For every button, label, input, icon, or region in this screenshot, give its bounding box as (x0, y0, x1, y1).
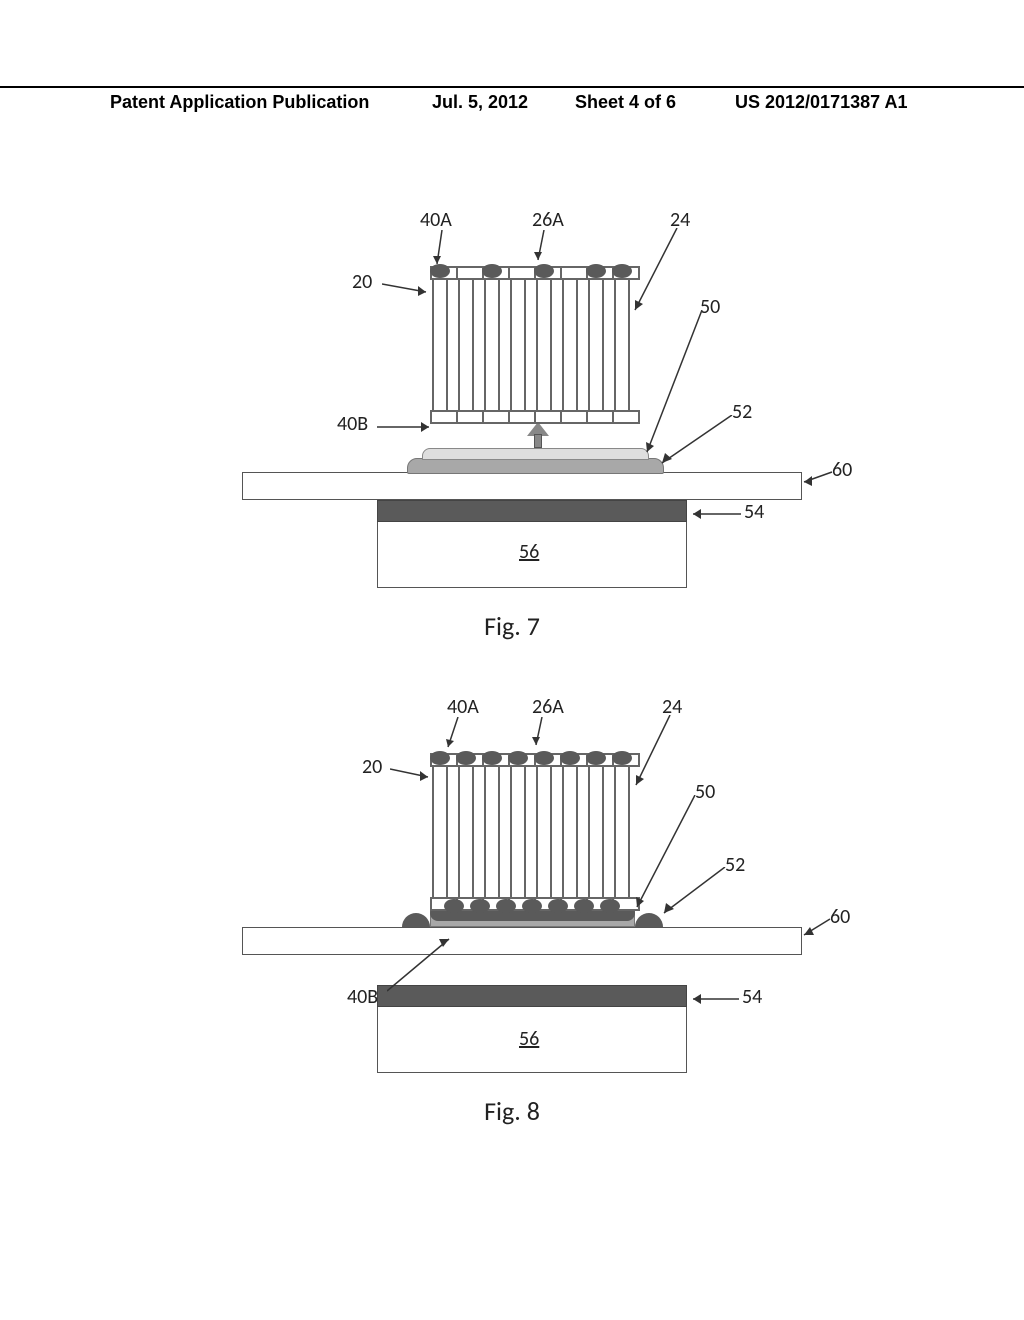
label-26a: 26A (532, 208, 564, 232)
leader-52 (660, 867, 730, 919)
leader-60 (800, 470, 836, 486)
blob-40b (496, 899, 516, 913)
fin (588, 270, 604, 420)
label-54: 54 (742, 985, 762, 1009)
fin (588, 757, 604, 907)
leader-60 (800, 917, 834, 939)
fin (432, 270, 448, 420)
plate-60 (242, 927, 802, 955)
leader-26a (534, 230, 554, 266)
header-sheet: Sheet 4 of 6 (575, 92, 676, 113)
fin (614, 757, 630, 907)
blob-26a (482, 264, 502, 278)
leader-20 (382, 280, 432, 300)
figure-7: 56 (152, 200, 872, 620)
fin (458, 270, 474, 420)
leader-40a (444, 717, 462, 753)
layer-52 (407, 458, 664, 474)
blob-26a (534, 264, 554, 278)
label-54: 54 (744, 500, 764, 524)
leader-20 (390, 765, 434, 783)
dome-52-left (402, 913, 430, 927)
leader-26a (532, 717, 550, 751)
label-20: 20 (362, 755, 382, 779)
leader-54 (687, 993, 743, 1005)
figure-8: 56 (152, 695, 872, 1115)
fin-assembly-20 (432, 757, 642, 917)
label-40a: 40A (447, 695, 479, 719)
label-40b: 40B (347, 985, 378, 1009)
layer-54 (377, 500, 687, 522)
blob-40b (548, 899, 568, 913)
figure-7-caption: Fig. 7 (484, 610, 540, 642)
blob-40a (612, 751, 632, 765)
label-20: 20 (352, 270, 372, 294)
fin (484, 757, 500, 907)
label-56: 56 (519, 1027, 539, 1051)
fin (536, 270, 552, 420)
leader-40b (377, 420, 437, 434)
blob-40b (444, 899, 464, 913)
leader-40b (387, 935, 457, 995)
header-pubno: US 2012/0171387 A1 (735, 92, 907, 113)
leader-54 (687, 508, 745, 520)
fin (536, 757, 552, 907)
leader-24 (630, 715, 678, 793)
blob-26a (560, 751, 580, 765)
leader-52 (657, 415, 737, 470)
label-26a: 26A (532, 695, 564, 719)
header-publication: Patent Application Publication (110, 92, 369, 113)
blob-26a (482, 751, 502, 765)
fin-assembly-20 (432, 270, 642, 440)
leader-24 (627, 228, 687, 318)
plate-60 (242, 472, 802, 500)
header-date: Jul. 5, 2012 (432, 92, 528, 113)
figure-8-caption: Fig. 8 (484, 1095, 540, 1127)
blob-26a (586, 264, 606, 278)
fin (484, 270, 500, 420)
layer-50 (422, 448, 649, 460)
fin (458, 757, 474, 907)
blob-40a (430, 751, 450, 765)
fin (510, 757, 526, 907)
blob-26a (534, 751, 554, 765)
page: Patent Application Publication Jul. 5, 2… (0, 0, 1024, 1320)
leader-40a (427, 230, 457, 270)
fin (562, 757, 578, 907)
blob-40b (574, 899, 594, 913)
blob-26a (586, 751, 606, 765)
blob-40b (522, 899, 542, 913)
label-56: 56 (519, 540, 539, 564)
blob-40b (470, 899, 490, 913)
blob-26a (456, 751, 476, 765)
fin (510, 270, 526, 420)
fin (562, 270, 578, 420)
blob-40b (600, 899, 620, 913)
fin (432, 757, 448, 907)
label-40a: 40A (420, 208, 452, 232)
blob-26a (508, 751, 528, 765)
label-40b: 40B (337, 412, 368, 436)
header-rule (0, 86, 1024, 88)
